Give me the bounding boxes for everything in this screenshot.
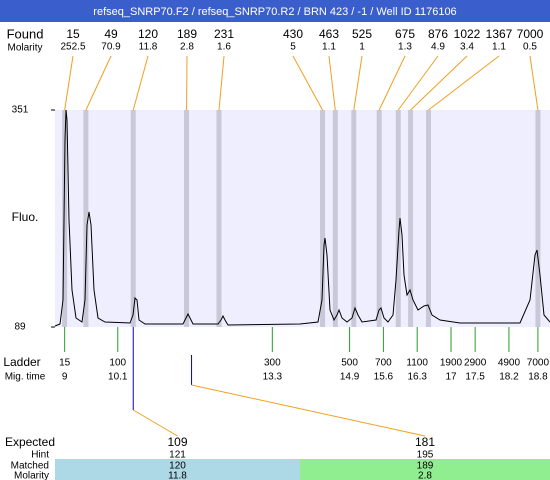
molarity-label: Molarity xyxy=(7,43,42,54)
found-molarity: 1.6 xyxy=(217,42,231,53)
ladder-mig-time: 15.6 xyxy=(374,372,394,383)
peak-connector xyxy=(529,55,539,111)
ladder-size: 1900 xyxy=(440,358,463,369)
peak-band xyxy=(395,110,401,327)
matched-size: 120 xyxy=(169,461,186,472)
peak-band xyxy=(83,110,89,327)
peak-connector xyxy=(328,55,336,111)
found-molarity: 1 xyxy=(359,42,365,53)
peak-band xyxy=(62,110,68,327)
found-molarity: 4.9 xyxy=(431,42,445,53)
ladder-size: 2900 xyxy=(464,358,487,369)
ladder-mig-time: 17.5 xyxy=(465,372,485,383)
molarity-label: Molarity xyxy=(14,471,49,480)
matched-size: 189 xyxy=(417,461,434,472)
expected-size: 109 xyxy=(167,435,187,449)
found-molarity: 11.8 xyxy=(139,42,158,53)
found-size: 49 xyxy=(104,27,118,41)
title-bar xyxy=(0,0,550,22)
matched-cell xyxy=(55,459,300,480)
peak-connector xyxy=(218,55,225,111)
expected-size: 181 xyxy=(415,435,435,449)
found-size: 430 xyxy=(283,27,303,41)
ladder-size: 4900 xyxy=(498,358,521,369)
hint-size: 195 xyxy=(417,450,434,461)
expected-connector xyxy=(191,384,426,437)
peak-band xyxy=(130,110,136,327)
ladder-size: 700 xyxy=(375,358,392,369)
found-size: 1367 xyxy=(486,27,513,41)
found-size: 463 xyxy=(319,27,339,41)
ladder-mig-time: 9 xyxy=(62,372,68,383)
found-molarity: 3.4 xyxy=(460,42,474,53)
found-molarity: 1.3 xyxy=(398,42,412,53)
y-tick-label: 89 xyxy=(14,322,26,333)
ladder-size: 7000 xyxy=(527,358,550,369)
plot-area xyxy=(55,110,550,327)
peak-band xyxy=(320,110,326,327)
peak-connector xyxy=(132,55,149,111)
peak-band xyxy=(216,110,222,327)
ladder-mig-time: 18.2 xyxy=(499,372,519,383)
ladder-size: 1100 xyxy=(406,358,428,369)
ladder-mig-time: 14.9 xyxy=(340,372,360,383)
found-size: 525 xyxy=(352,27,372,41)
ladder-size: 15 xyxy=(59,358,71,369)
peak-band xyxy=(184,110,190,327)
hint-label: Hint xyxy=(31,450,49,461)
found-size: 675 xyxy=(395,27,415,41)
ladder-mig-time: 13.3 xyxy=(263,372,283,383)
found-molarity: 1.1 xyxy=(322,42,336,53)
trace xyxy=(54,109,550,327)
expected-connector xyxy=(132,409,178,437)
found-label: Found xyxy=(7,26,44,41)
ladder-size: 100 xyxy=(109,358,126,369)
peak-connector xyxy=(428,55,500,111)
peak-band xyxy=(332,110,338,327)
mig-time-label: Mig. time xyxy=(5,372,46,383)
found-size: 15 xyxy=(66,27,80,41)
peak-connector xyxy=(378,55,406,111)
peak-connector xyxy=(353,55,363,111)
peak-band xyxy=(535,110,541,327)
matched-label: Matched xyxy=(11,461,49,472)
found-size: 7000 xyxy=(517,27,544,41)
matched-cell xyxy=(300,459,550,480)
peak-band xyxy=(425,110,431,327)
matched-molarity: 11.8 xyxy=(168,471,187,480)
found-molarity: 0.5 xyxy=(523,42,537,53)
found-molarity: 252.5 xyxy=(60,42,85,53)
title: refseq_SNRP70.F2 / refseq_SNRP70.R2 / BR… xyxy=(93,6,456,18)
ladder-size: 300 xyxy=(264,358,281,369)
ladder-size: 500 xyxy=(341,358,358,369)
found-size: 189 xyxy=(177,27,197,41)
matched-molarity: 2.8 xyxy=(418,471,432,480)
peak-connector xyxy=(410,55,468,111)
found-molarity: 5 xyxy=(290,42,296,53)
peak-connector xyxy=(85,55,112,111)
peak-connector xyxy=(64,55,74,111)
ladder-mig-time: 17 xyxy=(445,372,457,383)
hint-size: 121 xyxy=(169,450,186,461)
found-molarity: 70.9 xyxy=(101,42,121,53)
ladder-mig-time: 16.3 xyxy=(407,372,427,383)
peak-band xyxy=(351,110,357,327)
found-size: 876 xyxy=(428,27,448,41)
y-tick-label: 351 xyxy=(12,105,29,116)
expected-label: Expected xyxy=(5,435,55,449)
found-size: 1022 xyxy=(454,27,481,41)
ladder-mig-time: 10.1 xyxy=(108,372,128,383)
found-molarity: 1.1 xyxy=(492,42,506,53)
found-molarity: 2.8 xyxy=(180,42,194,53)
ladder-mig-time: 18.8 xyxy=(528,372,548,383)
found-size: 231 xyxy=(214,27,234,41)
peak-connector xyxy=(397,55,439,111)
y-axis-label: Fluo. xyxy=(12,210,39,224)
peak-band xyxy=(376,110,382,327)
peak-connector xyxy=(292,55,323,111)
found-size: 120 xyxy=(138,27,158,41)
ladder-label: Ladder xyxy=(3,355,40,369)
peak-band xyxy=(408,110,414,327)
